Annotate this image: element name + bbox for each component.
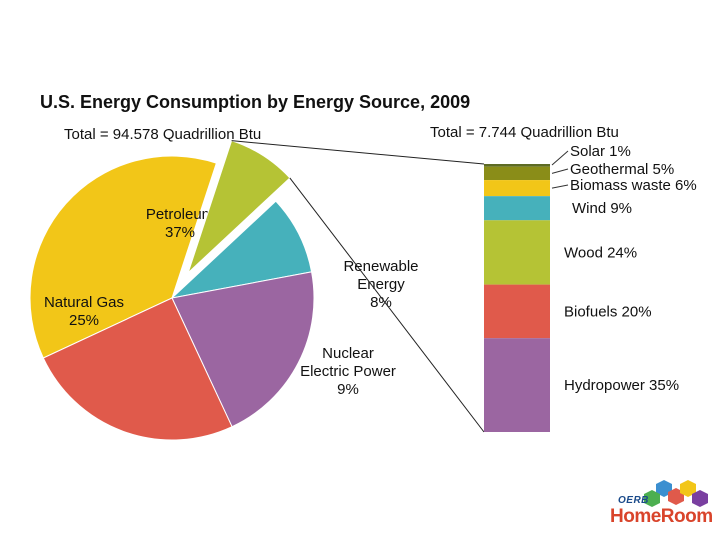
- connector-line-bottom: [289, 177, 485, 433]
- pie-slice-petroleum: [29, 155, 217, 359]
- pie-label-renewable-energy: Renewable Energy 8%: [343, 258, 418, 311]
- bar-segment-solar: [484, 164, 550, 167]
- bar-label-wind: Wind 9%: [572, 200, 632, 217]
- pie-slice-coal: [171, 271, 315, 428]
- connector-line-top: [231, 140, 485, 165]
- bar-segment-wind: [484, 196, 550, 221]
- logo-hexagons-icon: [644, 480, 708, 507]
- logo-oerb-text: OERB: [618, 495, 649, 506]
- leader-line-solar: [551, 150, 569, 166]
- pie-label-natural-gas: Natural Gas 25%: [44, 294, 124, 329]
- bar-label-biofuels: Biofuels 20%: [564, 303, 652, 320]
- bar-segment-geothermal: [484, 166, 550, 181]
- bar-total-label: Total = 7.744 Quadrillion Btu: [430, 124, 619, 141]
- leader-line-biomass-waste: [551, 184, 569, 189]
- bar-label-hydropower: Hydropower 35%: [564, 377, 679, 394]
- bar-label-geothermal: Geothermal 5%: [570, 161, 674, 178]
- connector-lines: [231, 140, 485, 433]
- bar-label-biomass-waste: Biomass waste 6%: [570, 177, 697, 194]
- pie-slice-nuclear-electric-power: [170, 200, 313, 299]
- chart-title: U.S. Energy Consumption by Energy Source…: [40, 92, 471, 112]
- bar-label-solar: Solar 1%: [570, 143, 631, 160]
- logo-homeroom-text: HomeRoom: [610, 506, 713, 527]
- pie-chart: Petroleum 37% Renewable Energy 8% Nuclear Elec…: [29, 140, 419, 441]
- stacked-bar: Solar 1%Geothermal 5%Biomass waste 6% Win…: [484, 143, 697, 432]
- bar-segment-hydropower: [484, 338, 550, 432]
- pie-label-petroleum: Petroleum 37%: [146, 206, 214, 241]
- oerb-homeroom-logo: OERB HomeRoom: [606, 480, 716, 538]
- leader-line-geothermal: [551, 168, 569, 174]
- pie-slice-natural-gas: [42, 297, 233, 441]
- bar-segment-wood: [484, 220, 550, 285]
- bar-segment-biomass-waste: [484, 180, 550, 197]
- pie-label-nuclear-electric-power: Nuclear Electric Power 9%: [300, 345, 396, 398]
- bar-segment-biofuels: [484, 284, 550, 339]
- bar-label-wood: Wood 24%: [564, 244, 637, 261]
- pie-total-label: Total = 94.578 Quadrillion Btu: [64, 126, 262, 143]
